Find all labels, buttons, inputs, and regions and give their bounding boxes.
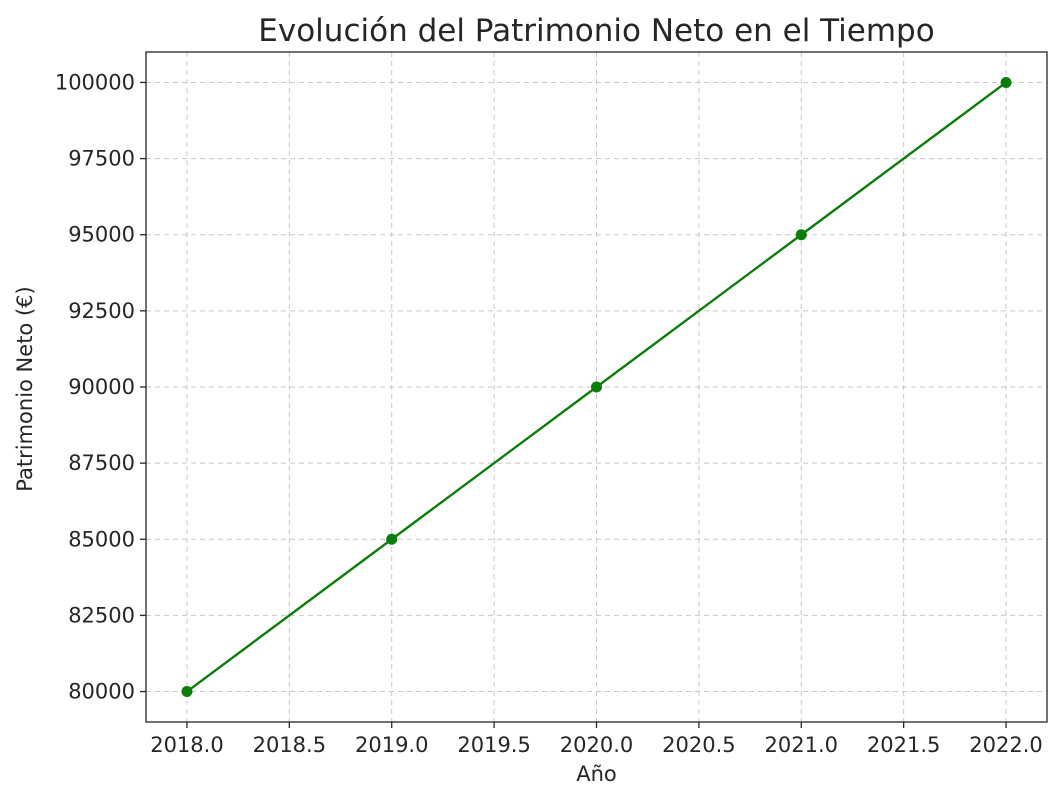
y-tick-label: 90000: [68, 375, 135, 399]
y-axis-label: Patrimonio Neto (€): [13, 286, 37, 491]
chart-title: Evolución del Patrimonio Neto en el Tiem…: [258, 13, 934, 49]
x-tick-label: 2020.5: [662, 733, 735, 757]
y-tick-label: 97500: [68, 147, 135, 171]
y-tick-label: 100000: [55, 70, 135, 94]
x-tick-label: 2018.5: [253, 733, 326, 757]
x-tick-label: 2021.5: [867, 733, 940, 757]
x-tick-label: 2021.0: [765, 733, 838, 757]
y-tick-label: 80000: [68, 680, 135, 704]
data-point-marker: [591, 381, 602, 393]
x-tick-label: 2018.0: [150, 733, 223, 757]
y-tick-label: 95000: [68, 223, 135, 247]
x-tick-label: 2020.0: [560, 733, 633, 757]
grid: [146, 52, 1047, 722]
y-tick-label: 87500: [68, 451, 135, 475]
data-point-marker: [181, 686, 193, 698]
series-layer: [181, 76, 1012, 698]
data-point-marker: [386, 533, 398, 545]
data-point-marker: [795, 229, 807, 241]
y-tick-label: 92500: [68, 299, 135, 323]
x-tick-label: 2022.0: [969, 733, 1042, 757]
x-axis-label: Año: [576, 762, 617, 786]
data-point-marker: [1000, 76, 1012, 88]
x-tick-label: 2019.5: [457, 733, 530, 757]
axis-ticks: 2018.0 2018.5 2019.0 2019.5 2020.0 2020.5 2021…: [55, 70, 1043, 757]
y-tick-label: 85000: [68, 527, 135, 551]
y-tick-label: 82500: [68, 603, 135, 627]
x-tick-label: 2019.0: [355, 733, 428, 757]
